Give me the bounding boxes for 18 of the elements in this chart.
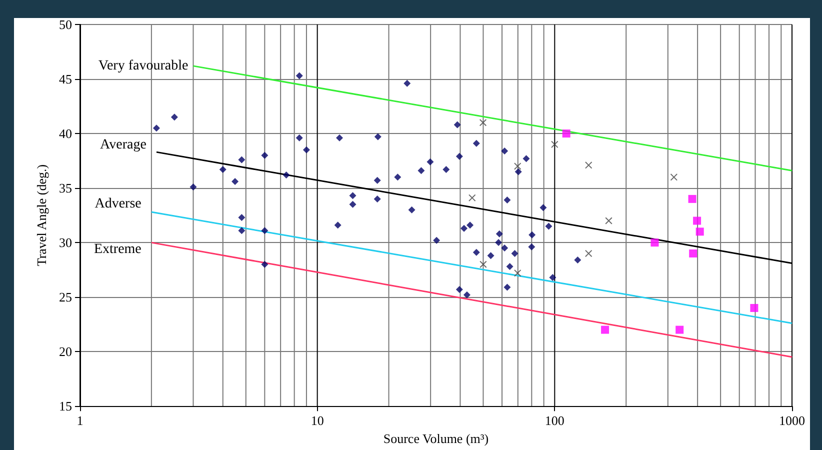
series-label: Average [100,138,146,153]
y-axis-title: Travel Angle (deg.) [34,164,50,266]
y-tick-label: 20 [59,344,72,360]
x-tick-label: 1000 [779,413,805,428]
x-tick-label: 100 [544,413,564,428]
x-tick-label: 1 [76,413,84,428]
y-tick-label: 30 [59,235,72,250]
y-tick-label: 45 [59,72,72,87]
y-tick-label: 35 [59,180,72,196]
y-tick-label: 15 [59,398,72,414]
y-tick-label: 40 [59,126,72,142]
x-tick-label: 10 [310,413,324,428]
series-label: Adverse [94,196,142,212]
x-axis-title: Source Volume (m³) [383,431,489,446]
y-tick-label: 25 [59,290,72,305]
y-tick-label: 50 [59,17,72,32]
series-label: Extreme [94,242,142,258]
series-label: Very favourable [98,58,188,74]
